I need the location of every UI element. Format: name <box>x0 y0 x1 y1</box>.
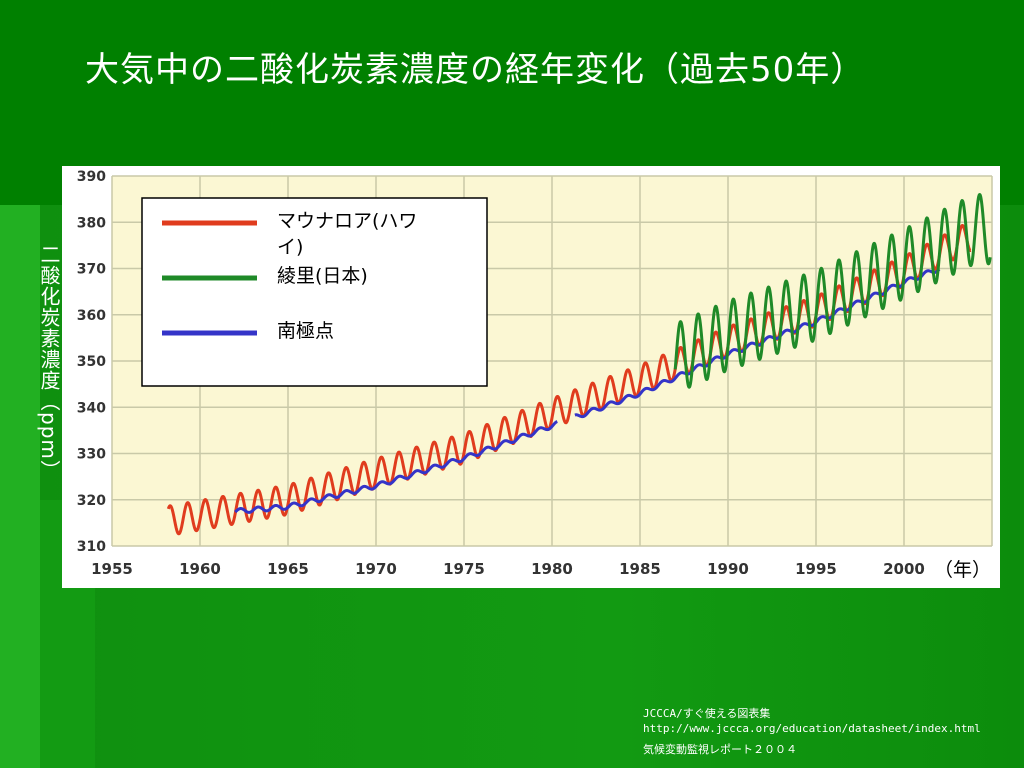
legend-label: 綾里(日本) <box>277 265 368 287</box>
x-tick-label: 1990 <box>707 560 749 578</box>
x-tick-label: 1965 <box>267 560 309 578</box>
y-tick-label: 390 <box>77 169 106 185</box>
slide-title: 大気中の二酸化炭素濃度の経年変化（過去50年） <box>85 50 866 90</box>
series-line <box>166 224 973 536</box>
x-tick-label: 2000 <box>883 560 925 578</box>
series-line <box>234 420 559 514</box>
x-tick-label: 1975 <box>443 560 485 578</box>
y-axis-title: 二酸化炭素濃度（ppm） <box>37 244 61 481</box>
series-line <box>673 193 992 389</box>
legend-box <box>141 197 488 387</box>
decorative-stripe <box>0 205 40 768</box>
legend-label: 南極点 <box>277 320 334 342</box>
co2-line-chart: 310 320 330 340 350 360 370 380 390 1955 1960 1965 1… <box>62 166 1000 588</box>
y-tick-label: 320 <box>77 493 106 509</box>
y-tick-label: 350 <box>77 354 106 370</box>
x-axis-unit: （年） <box>930 555 996 582</box>
x-tick-label: 1980 <box>531 560 573 578</box>
source-report: 気候変動監視レポート２００４ <box>643 743 797 756</box>
y-tick-label: 310 <box>77 539 106 555</box>
source-credit: JCCCA/すぐ使える図表集 http://www.jccca.org/educ… <box>643 706 981 757</box>
y-tick-label: 380 <box>77 215 106 231</box>
source-line: JCCCA/すぐ使える図表集 <box>643 707 771 720</box>
chart-frame: 310 320 330 340 350 360 370 380 390 1955 1960 1965 1… <box>62 166 1000 588</box>
y-tick-label: 330 <box>77 447 106 463</box>
legend-label: マウナロア(ハワ <box>277 210 417 232</box>
x-tick-label: 1985 <box>619 560 661 578</box>
x-tick-label: 1960 <box>179 560 221 578</box>
y-tick-label: 360 <box>77 308 106 324</box>
source-url: http://www.jccca.org/education/datasheet… <box>643 722 981 735</box>
y-tick-label: 370 <box>77 262 106 278</box>
legend-label: イ) <box>277 236 303 258</box>
x-tick-label: 1955 <box>91 560 133 578</box>
x-tick-label: 1995 <box>795 560 837 578</box>
chart-legend: マウナロア(ハワイ) 綾里(日本) 南極点 <box>141 197 488 387</box>
y-tick-label: 340 <box>77 400 106 416</box>
x-tick-label: 1970 <box>355 560 397 578</box>
